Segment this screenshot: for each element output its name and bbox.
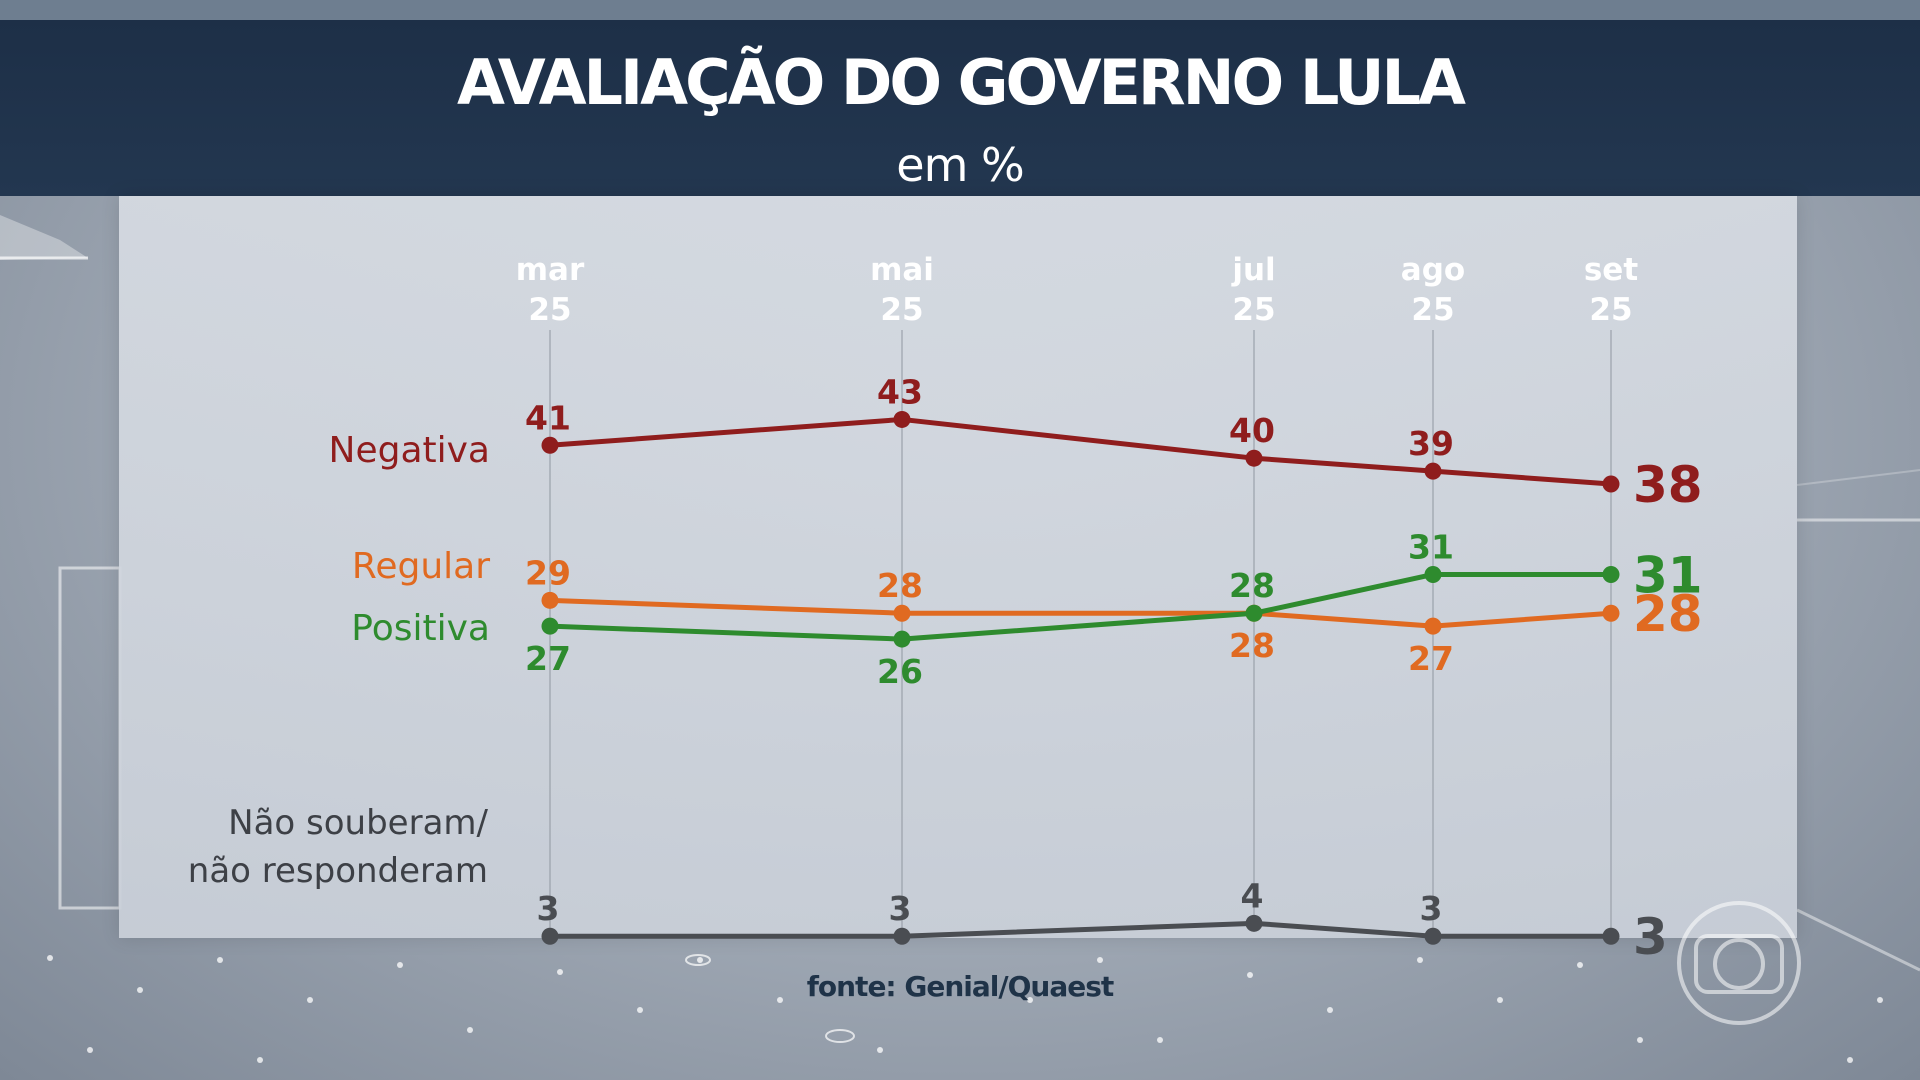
data-point — [1603, 605, 1620, 622]
series-name: Negativa — [329, 430, 490, 471]
x-tick-label-month: ago — [1401, 252, 1465, 288]
line-chart: mar25mai25jul25ago25set25Negativa414340 3… — [0, 0, 1920, 1080]
data-point — [542, 437, 559, 454]
data-label-final: 3 — [1633, 908, 1668, 966]
data-label: 41 — [525, 398, 571, 437]
source-note: fonte: Genial/Quaest — [0, 970, 1920, 1003]
globo-logo-icon — [1674, 898, 1804, 1028]
x-tick-label-year: 25 — [528, 292, 571, 328]
data-point — [1603, 928, 1620, 945]
x-tick-label-month: mai — [870, 252, 934, 288]
x-tick-label-year: 25 — [1411, 292, 1454, 328]
data-label: 26 — [877, 652, 923, 691]
data-point — [1603, 566, 1620, 583]
x-tick-label-year: 25 — [1589, 292, 1632, 328]
data-point — [894, 928, 911, 945]
x-tick-label-month: jul — [1230, 252, 1275, 288]
series-name-line: não responderam — [188, 851, 488, 891]
data-label: 3 — [889, 889, 912, 928]
series-name: Positiva — [351, 608, 490, 649]
data-point — [894, 631, 911, 648]
data-point — [1246, 915, 1263, 932]
data-point — [1425, 618, 1442, 635]
data-point — [894, 605, 911, 622]
data-label: 39 — [1408, 424, 1454, 463]
data-point — [894, 411, 911, 428]
data-label: 31 — [1408, 527, 1454, 566]
data-label: 28 — [877, 566, 923, 605]
data-label: 28 — [1229, 626, 1275, 665]
data-label: 27 — [1408, 639, 1454, 678]
data-label: 4 — [1241, 876, 1264, 915]
data-label-final: 31 — [1633, 546, 1703, 604]
x-tick-label-month: mar — [516, 252, 585, 288]
series-line-3 — [550, 923, 1611, 936]
data-label: 43 — [877, 372, 923, 411]
data-label-final: 38 — [1633, 456, 1703, 514]
data-point — [542, 928, 559, 945]
data-point — [542, 618, 559, 635]
series-line-1 — [550, 600, 1611, 626]
series-name-line: Não souberam/ — [228, 803, 488, 843]
data-point — [1425, 463, 1442, 480]
data-point — [1425, 928, 1442, 945]
data-point — [1425, 566, 1442, 583]
series-name: Regular — [352, 546, 490, 587]
data-point — [542, 592, 559, 609]
data-point — [1246, 450, 1263, 467]
data-label: 27 — [525, 639, 571, 678]
data-label: 3 — [537, 889, 560, 928]
data-label: 40 — [1229, 411, 1275, 450]
data-point — [1603, 476, 1620, 493]
data-label: 3 — [1420, 889, 1443, 928]
data-label: 29 — [525, 553, 571, 592]
x-tick-label-month: set — [1584, 252, 1638, 288]
x-tick-label-year: 25 — [880, 292, 923, 328]
x-tick-label-year: 25 — [1232, 292, 1275, 328]
data-point — [1246, 605, 1263, 622]
data-label: 28 — [1229, 566, 1275, 605]
